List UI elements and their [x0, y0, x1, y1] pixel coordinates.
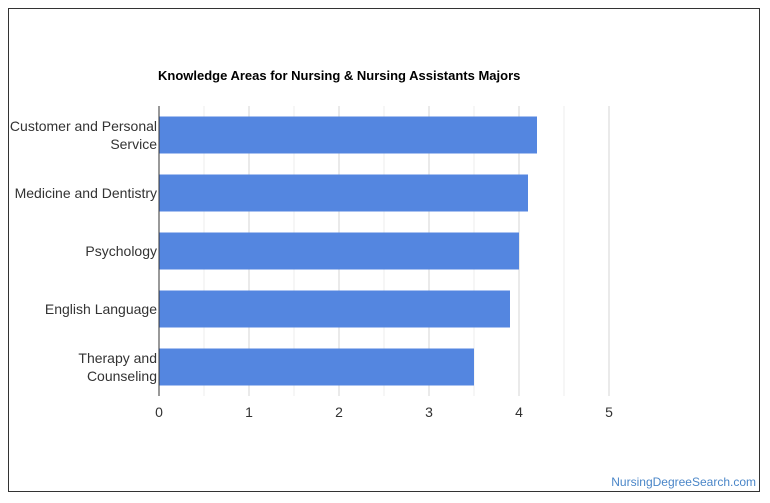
- category-label: English Language: [45, 301, 157, 317]
- chart-title: Knowledge Areas for Nursing & Nursing As…: [158, 68, 521, 83]
- x-tick-label: 3: [425, 404, 433, 420]
- bar-1: [159, 174, 528, 212]
- x-tick-label: 4: [515, 404, 523, 420]
- category-label: Service: [110, 136, 157, 152]
- bar-4: [159, 348, 474, 386]
- category-label: Medicine and Dentistry: [15, 185, 157, 201]
- x-tick-label: 1: [245, 404, 253, 420]
- bar-3: [159, 290, 510, 328]
- category-label: Therapy and: [78, 350, 157, 366]
- bar-2: [159, 232, 519, 270]
- category-label: Psychology: [85, 243, 157, 259]
- x-tick-label: 0: [155, 404, 163, 420]
- source-watermark[interactable]: NursingDegreeSearch.com: [611, 475, 756, 489]
- x-tick-label: 2: [335, 404, 343, 420]
- category-label: Customer and Personal: [10, 118, 157, 134]
- bar-0: [159, 116, 537, 154]
- category-label: Counseling: [87, 368, 157, 384]
- x-tick-label: 5: [605, 404, 613, 420]
